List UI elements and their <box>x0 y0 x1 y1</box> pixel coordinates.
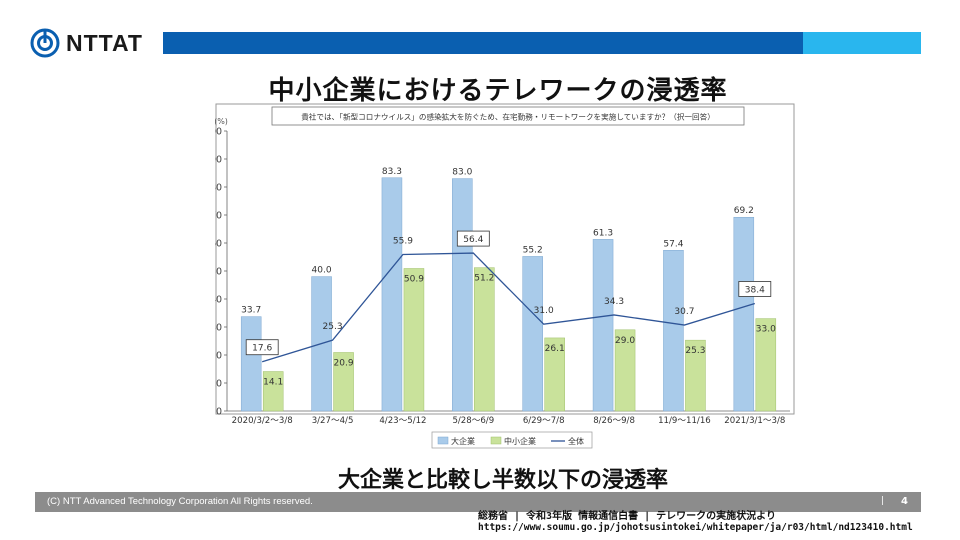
y-tick-label: 20 <box>215 351 222 362</box>
bar-large-company-label: 57.4 <box>663 239 683 249</box>
bar-sme-label: 50.9 <box>404 274 424 284</box>
y-tick-label: 80 <box>215 183 222 194</box>
bar-sme-label: 26.1 <box>545 344 565 354</box>
ntt-logo-icon <box>30 28 60 58</box>
bar-large-company-label: 40.0 <box>312 266 332 276</box>
bar-sme <box>685 339 706 412</box>
line-total-label: 17.6 <box>252 344 272 354</box>
bar-large-company-label: 33.7 <box>241 306 261 316</box>
bar-large-company <box>522 256 543 412</box>
x-tick-label: 2020/3/2～3/8 <box>232 416 293 426</box>
line-total-label: 31.0 <box>534 306 554 316</box>
footer-copyright: (C) NTT Advanced Technology Corporation … <box>47 496 313 507</box>
x-tick-label: 2021/3/1～3/8 <box>724 416 785 426</box>
bar-large-company-label: 83.3 <box>382 167 402 177</box>
line-total-label: 55.9 <box>393 236 413 246</box>
bar-sme <box>474 267 495 412</box>
y-axis-unit: (%) <box>215 117 228 126</box>
x-tick-label: 11/9～11/16 <box>658 416 711 426</box>
footer-separator: | <box>881 496 885 506</box>
bar-sme <box>544 337 565 412</box>
legend-swatch-sme <box>490 436 502 445</box>
source-url: https://www.soumu.go.jp/johotsusintokei/… <box>478 522 913 533</box>
bar-sme <box>614 329 636 412</box>
x-tick-label: 3/27～4/5 <box>312 416 354 426</box>
bar-sme <box>333 352 354 412</box>
bar-large-company <box>381 177 403 412</box>
line-total-label-box <box>738 281 772 297</box>
bar-sme <box>403 268 425 412</box>
x-tick-label: 8/26～9/8 <box>593 416 635 426</box>
page-number: 4 <box>901 496 908 507</box>
y-tick-label: 40 <box>215 295 222 306</box>
legend-label-large: 大企業 <box>451 436 475 446</box>
bar-sme-label: 51.2 <box>474 274 494 284</box>
x-tick-label: 5/28～6/9 <box>452 416 494 426</box>
bar-large-company-label: 55.2 <box>523 245 543 255</box>
bar-sme-label: 33.0 <box>756 325 776 335</box>
legend-label-total: 全体 <box>568 436 584 446</box>
ntt-at-logo: NTTAT <box>30 28 143 58</box>
bar-sme-label: 14.1 <box>263 378 283 388</box>
bar-sme <box>262 371 284 412</box>
y-tick-label: 100 <box>215 127 222 138</box>
x-tick-label: 4/23～5/12 <box>379 416 426 426</box>
legend-box <box>431 431 593 449</box>
bar-sme-label: 25.3 <box>685 346 705 356</box>
chart: 貴社では、「新型コロナウイルス」の感染拡大を防ぐため、在宅勤務・リモートワークを… <box>204 103 795 463</box>
line-total-label-box <box>456 230 490 247</box>
y-tick-label: 60 <box>215 239 222 250</box>
bar-sme <box>755 318 777 412</box>
y-tick-label: 0 <box>216 407 222 418</box>
y-tick-label: 50 <box>215 267 222 278</box>
legend-swatch-large <box>437 436 449 445</box>
chart-title: 貴社では、「新型コロナウイルス」の感染拡大を防ぐため、在宅勤務・リモートワークを… <box>301 112 715 122</box>
bar-large-company-label: 61.3 <box>593 228 613 238</box>
line-total-label: 25.3 <box>323 322 343 332</box>
y-tick-label: 30 <box>215 323 222 334</box>
header-bar <box>163 32 803 54</box>
bar-large-company <box>733 216 755 412</box>
logo-text: NTTAT <box>66 29 143 56</box>
chart-title-box <box>271 106 745 126</box>
legend-label-sme: 中小企業 <box>504 436 536 446</box>
y-tick-label: 90 <box>215 155 222 166</box>
line-total-label: 34.3 <box>604 297 624 307</box>
header-bar-accent <box>803 32 921 54</box>
source-citation: 総務省 | 令和3年版 情報通信白書 | テレワークの実施状況より <box>478 511 776 522</box>
bar-large-company <box>592 239 614 412</box>
line-total-label: 38.4 <box>745 285 765 295</box>
bar-large-company <box>663 250 684 412</box>
bar-large-company <box>452 178 473 412</box>
line-total-label: 30.7 <box>674 307 694 317</box>
bar-sme-label: 29.0 <box>615 336 635 346</box>
bar-sme-label: 20.9 <box>334 358 354 368</box>
bar-large-company <box>240 316 262 412</box>
line-total-label-box <box>245 339 279 356</box>
bar-large-company-label: 69.2 <box>734 206 754 216</box>
y-tick-label: 70 <box>215 211 222 222</box>
footer-bar: (C) NTT Advanced Technology Corporation … <box>35 492 921 512</box>
page-title: 中小企業におけるテレワークの浸透率 <box>268 76 728 106</box>
bar-large-company-label: 83.0 <box>452 168 472 178</box>
x-tick-label: 6/29～7/8 <box>523 416 565 426</box>
line-total <box>261 252 756 363</box>
line-total-label: 56.4 <box>463 235 483 245</box>
y-tick-label: 10 <box>215 379 222 390</box>
chart-svg: 貴社では、「新型コロナウイルス」の感染拡大を防ぐため、在宅勤務・リモートワークを… <box>204 103 795 449</box>
subtitle: 大企業と比較し半数以下の浸透率 <box>337 468 668 493</box>
